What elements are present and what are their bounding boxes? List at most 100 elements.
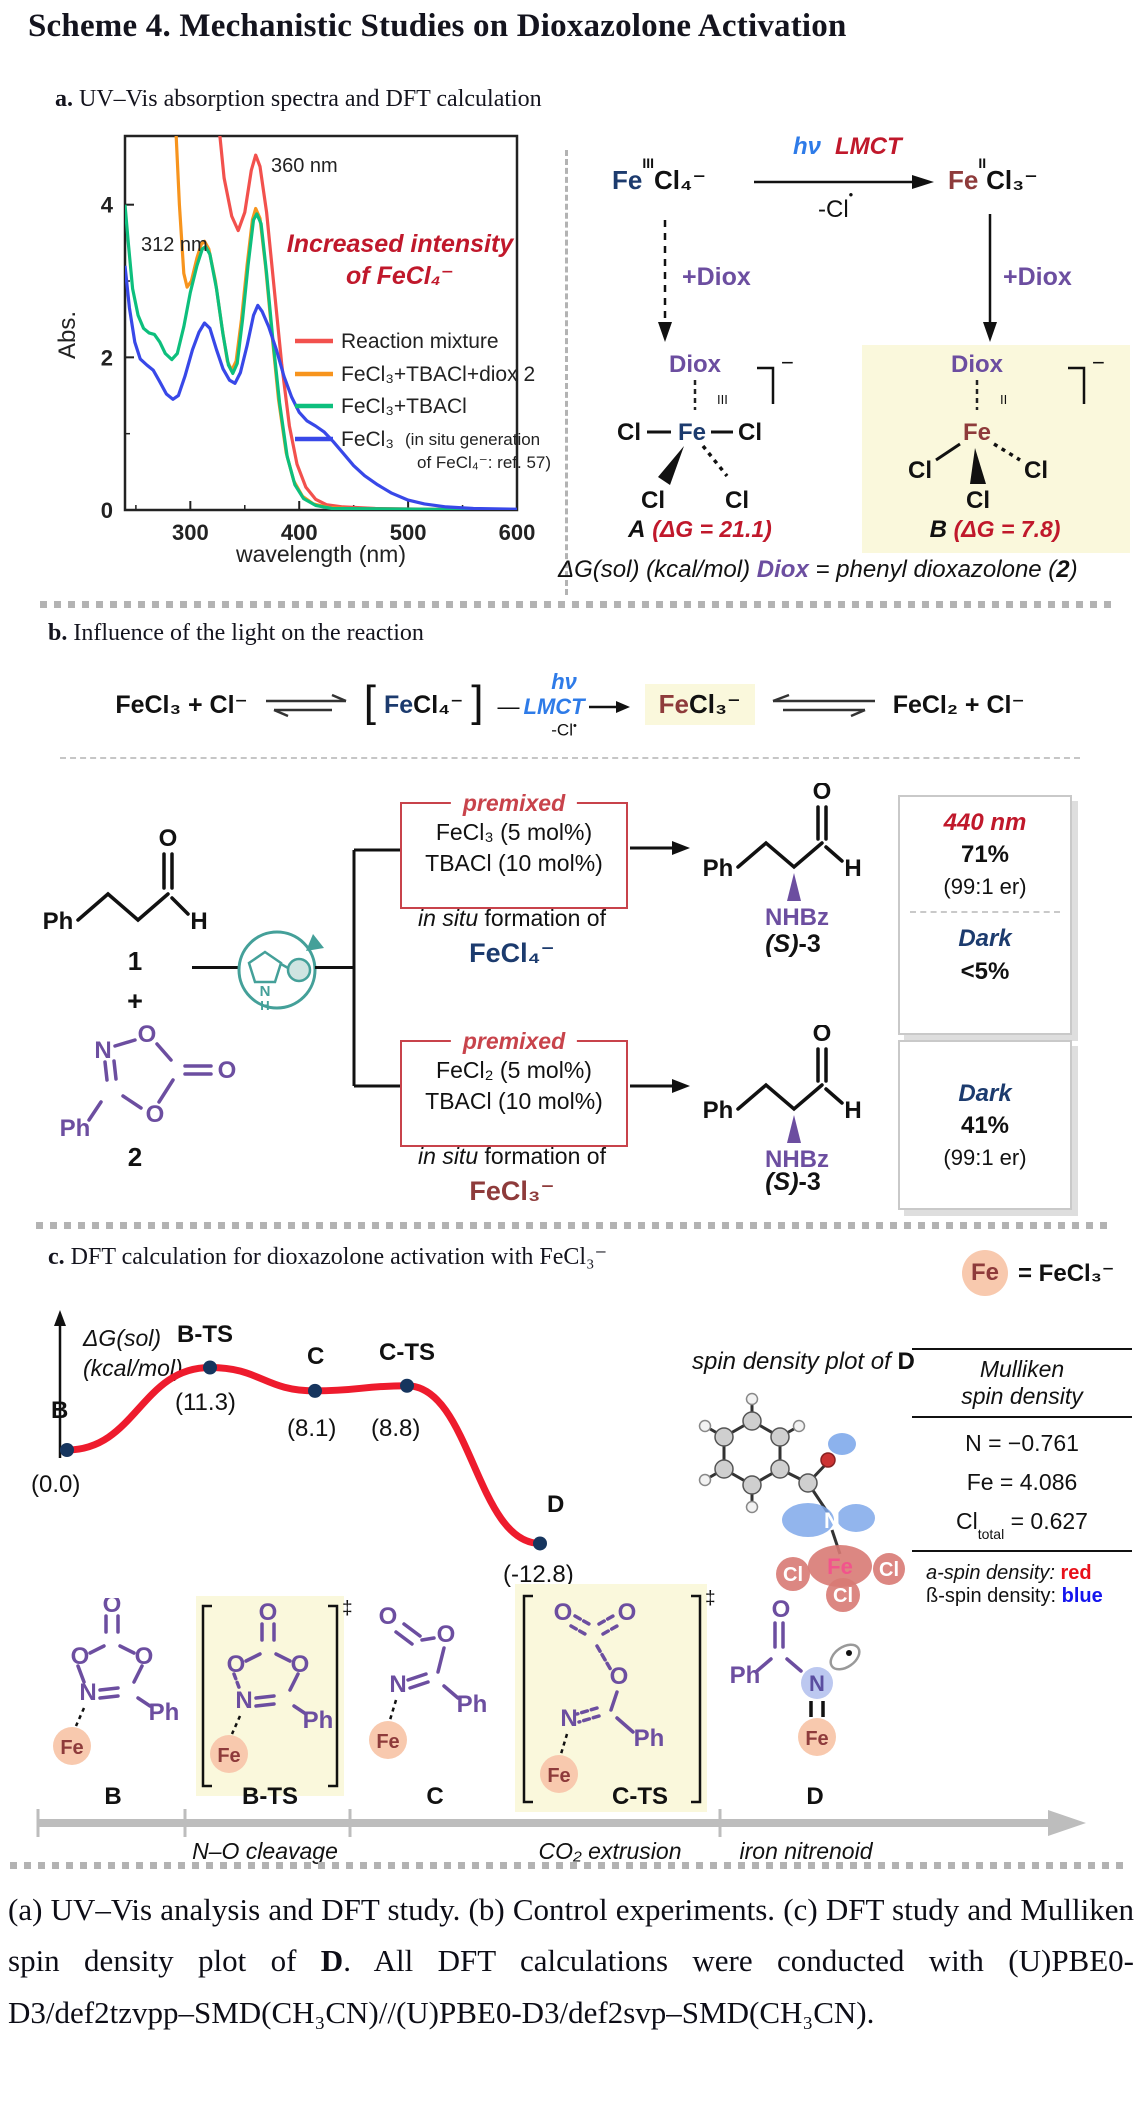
spin-value-cl: Cltotal = 0.627 [956, 1508, 1088, 1542]
eq-minus-cl: -Cl• [551, 719, 577, 740]
bracket-open: [ [363, 676, 376, 726]
hv-label: hν [793, 133, 822, 160]
svg-text:O: O [379, 1603, 398, 1630]
table-rule [912, 1348, 1132, 1350]
mulliken-table: Mulliken spin density N = −0.761 Fe = 4.… [912, 1342, 1132, 1608]
annotation-360nm: 360 nm [271, 155, 338, 177]
svg-text:Fe: Fe [376, 1731, 399, 1753]
y-tick: 2 [101, 345, 113, 370]
svg-text:Diox: Diox [951, 351, 1004, 378]
energy-point-D [533, 1536, 547, 1551]
fe-symbol: Fe [948, 165, 979, 195]
svg-text:Fe: Fe [217, 1745, 240, 1767]
table-header: Mulliken [979, 1356, 1065, 1382]
beta-spin-note: ß-spin density: blue [926, 1584, 1103, 1607]
condition-line: FeCl₃ (5 mol%) [435, 819, 593, 845]
arrow-label-hv-lmct: hν LMCT [793, 133, 902, 161]
eq-right: FeCl₂ + Cl⁻ [892, 690, 1025, 719]
y-tick: 0 [101, 498, 113, 523]
condition-line: TBACl (10 mol%) [425, 1088, 603, 1115]
table-rule [912, 1416, 1132, 1418]
svg-text:N: N [79, 1679, 96, 1706]
fe-symbol: Fe [612, 165, 643, 195]
legend-label: Reaction mixture [341, 330, 499, 353]
compound-2-structure: N O O O Ph [60, 1021, 237, 1142]
x-tick: 600 [499, 520, 536, 545]
energy-curve [63, 1364, 544, 1547]
section-a-heading-text: UV–Vis absorption spectra and DFT calcul… [79, 86, 542, 112]
energy-point-B-TS [203, 1360, 217, 1375]
state-label: B-TS [177, 1321, 233, 1348]
reaction-arrow-right [754, 175, 934, 189]
arrow-to-product-top [630, 841, 690, 855]
branch-lines [352, 848, 402, 1088]
energy-diagram: ΔG(sol) (kcal/mol) B (0.0) B-TS (11.3) C (8.1… [31, 1310, 574, 1588]
svg-text:Cl: Cl [908, 457, 932, 484]
result-er: (99:1 er) [943, 1144, 1027, 1170]
product-structure-bottom: O Ph H NHBz [703, 1025, 862, 1173]
svg-text:Ph: Ph [149, 1699, 180, 1726]
svg-text:O: O [227, 1651, 246, 1678]
svg-text:(kcal/mol): (kcal/mol) [83, 1355, 183, 1381]
oxidation-state: III [642, 155, 655, 172]
photoequilibrium-equation: FeCl₃ + Cl⁻ [ FeCl₄⁻ ] hν — LMCT -Cl• Fe… [55, 652, 1085, 757]
svg-text:Ph: Ph [43, 908, 74, 935]
eq-fecl4: FeCl₄⁻ [383, 690, 464, 719]
svg-text:H: H [844, 1097, 861, 1124]
svg-text:Fe: Fe [60, 1737, 83, 1759]
svg-text:−: − [1092, 350, 1105, 375]
table-rule [912, 1549, 1132, 1552]
bracket-close: ] [471, 676, 484, 726]
separator-c-caption [10, 1862, 1130, 1869]
svg-text:Ph: Ph [60, 1115, 91, 1142]
svg-text:Cl: Cl [966, 487, 990, 514]
complex-b-highlight [862, 345, 1130, 553]
spin-plot-title: spin density plot of D [692, 1348, 915, 1375]
annotation-312nm: 312 nm [141, 234, 208, 256]
minus-cl-label: -Cl• [818, 187, 854, 223]
bond-line-right [315, 966, 355, 969]
section-c-heading-text: DFT calculation for dioxazolone activati… [70, 1244, 608, 1270]
svg-text:N: N [94, 1037, 111, 1064]
legend-label: FeCl₃+TBACl [341, 395, 467, 418]
bond-line-left [192, 966, 238, 969]
separator-b-c [36, 1222, 1112, 1229]
x-tick: 400 [281, 520, 318, 545]
plus-diox-left: +Diox [682, 263, 751, 291]
svg-text:Cl: Cl [738, 419, 762, 446]
eq-hv-lmct-stack: hν — LMCT -Cl• [498, 669, 631, 740]
svg-text:H: H [190, 908, 207, 935]
section-a-heading: a. UV–Vis absorption spectra and DFT cal… [55, 86, 542, 113]
label-d: D [806, 1783, 824, 1810]
svg-text:H: H [844, 855, 861, 882]
state-label: C [307, 1343, 324, 1370]
callout-line2: of FeCl₄⁻ [346, 262, 454, 290]
legend-note: (in situ generation [405, 430, 540, 449]
stage-co2-extrusion: CO₂ extrusion [538, 1838, 682, 1864]
formula-fecl3-ii: FeIICl₃⁻ [948, 155, 1038, 196]
legend-label: FeCl₃+TBACl+diox 2 [341, 363, 535, 386]
series-1 [174, 136, 517, 510]
uvvis-chart: 300 400 500 600 0 2 4 360 nm 312 nm Increased int… [55, 134, 551, 567]
separator-a-b [40, 601, 1112, 608]
section-b-heading-text: Influence of the light on the reaction [73, 620, 424, 646]
label-c: C [426, 1783, 444, 1810]
svg-text:N: N [809, 1671, 825, 1696]
complex-b-label: B (ΔG = 7.8) [929, 516, 1061, 543]
formula-fecl4-iii: FeIIICl₄⁻ [612, 155, 706, 196]
result-yield: 71% [960, 841, 1010, 869]
svg-text:Ph: Ph [457, 1691, 488, 1718]
compound-2-label: 2 [127, 1142, 143, 1172]
fe-circle-icon: Fe [962, 1250, 1008, 1296]
cl3-part: Cl₃⁻ [986, 165, 1038, 195]
svg-text:O: O [813, 1025, 832, 1047]
spin-density-plot: N Fe Cl Cl Cl [698, 1392, 905, 1612]
svg-text:Ph: Ph [703, 1097, 734, 1124]
alpha-spin-note: a-spin density: red [926, 1561, 1092, 1584]
condition-line: FeCl₂ (5 mol%) [436, 1057, 592, 1083]
svg-text:Fe: Fe [827, 1554, 853, 1579]
product-label-top: (S)-3 [765, 930, 821, 958]
plot-frame [123, 134, 519, 512]
svg-text:NHBz: NHBz [765, 1146, 829, 1173]
fe-legend-text: = FeCl₃⁻ [1018, 1259, 1115, 1287]
